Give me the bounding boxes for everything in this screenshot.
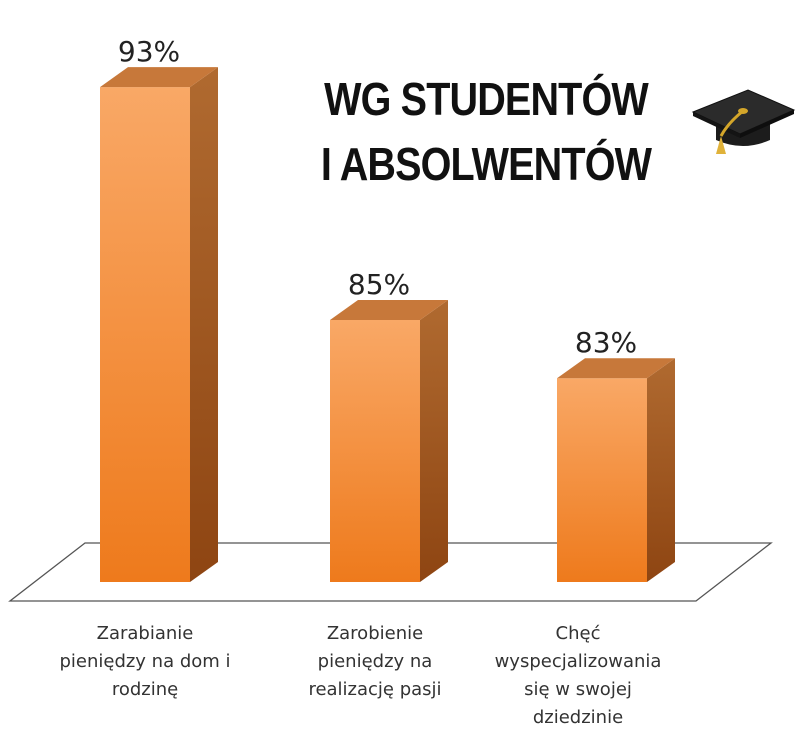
bar-front bbox=[330, 320, 420, 582]
category-label: Zarobienie pieniędzy na realizację pasji bbox=[308, 623, 442, 700]
bar-top bbox=[100, 67, 218, 88]
data-label: 83% bbox=[575, 326, 637, 359]
category-label: Chęć wyspecjalizowania się w swojej dzie… bbox=[494, 623, 662, 728]
bar-side bbox=[420, 300, 448, 582]
bar bbox=[330, 300, 448, 582]
bar bbox=[557, 358, 675, 582]
bar-front bbox=[100, 87, 190, 582]
bar bbox=[100, 67, 218, 583]
data-label: 93% bbox=[118, 35, 180, 68]
data-label: 85% bbox=[348, 268, 410, 301]
chart-title-line-2: I ABSOLWENTÓW bbox=[320, 138, 652, 190]
bar-side bbox=[647, 358, 675, 582]
bar-front bbox=[557, 378, 647, 582]
chart-title-line-1: WG STUDENTÓW bbox=[324, 73, 649, 125]
bar-top bbox=[557, 358, 675, 379]
category-label: Zarabianie pieniędzy na dom i rodzinę bbox=[59, 623, 231, 700]
bar-side bbox=[190, 67, 218, 583]
bar-top bbox=[330, 300, 448, 320]
graduation-cap-icon bbox=[691, 89, 796, 154]
